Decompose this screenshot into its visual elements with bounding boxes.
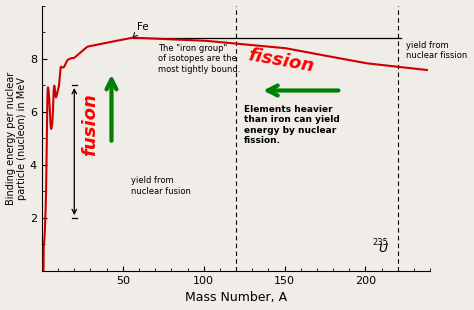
Text: The "iron group"
of isotopes are the
most tightly bound.: The "iron group" of isotopes are the mos… — [158, 44, 241, 74]
Text: fission: fission — [247, 46, 316, 76]
Text: U: U — [378, 242, 388, 255]
Text: 235: 235 — [372, 238, 388, 247]
X-axis label: Mass Number, A: Mass Number, A — [185, 291, 287, 304]
Text: fusion: fusion — [82, 94, 100, 157]
Text: yield from
nuclear fusion: yield from nuclear fusion — [131, 176, 191, 196]
Text: yield from
nuclear fission: yield from nuclear fission — [406, 41, 467, 60]
Y-axis label: Binding energy per nuclear
particle (nucleon) in MeV: Binding energy per nuclear particle (nuc… — [6, 72, 27, 205]
Text: Fe: Fe — [133, 22, 149, 37]
Text: Elements heavier
than iron can yield
energy by nuclear
fission.: Elements heavier than iron can yield ene… — [244, 105, 340, 145]
